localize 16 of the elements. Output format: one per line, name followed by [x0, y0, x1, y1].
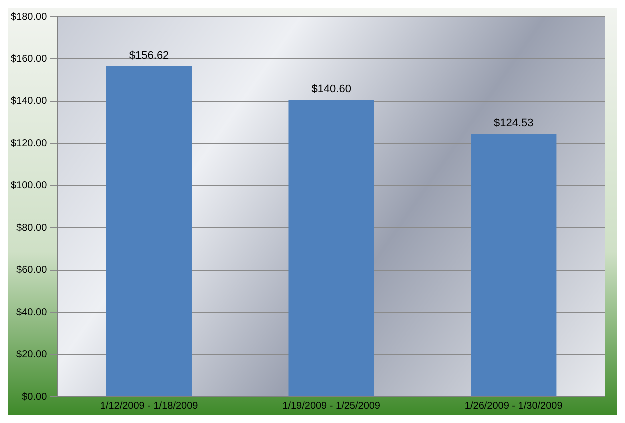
data-label: $124.53	[494, 118, 534, 130]
y-tick-label: $0.00	[22, 392, 48, 403]
y-tick-label: $80.00	[16, 222, 48, 234]
y-tick-label: $140.00	[10, 96, 48, 108]
x-tick-label: 1/26/2009 - 1/30/2009	[464, 400, 564, 412]
x-tick-label: 1/19/2009 - 1/25/2009	[282, 400, 381, 412]
y-tick-label: $20.00	[16, 350, 48, 361]
y-tick-label: $160.00	[10, 54, 48, 65]
data-label: $156.62	[129, 50, 170, 62]
y-tick-label: $120.00	[10, 138, 48, 150]
y-tick-label: $180.00	[10, 12, 48, 23]
y-tick-label: $40.00	[16, 307, 48, 318]
y-tick-label: $100.00	[10, 180, 48, 192]
y-tick-label: $60.00	[16, 265, 48, 276]
data-label: $140.60	[312, 84, 352, 96]
x-tick-label: 1/12/2009 - 1/18/2009	[100, 400, 199, 412]
